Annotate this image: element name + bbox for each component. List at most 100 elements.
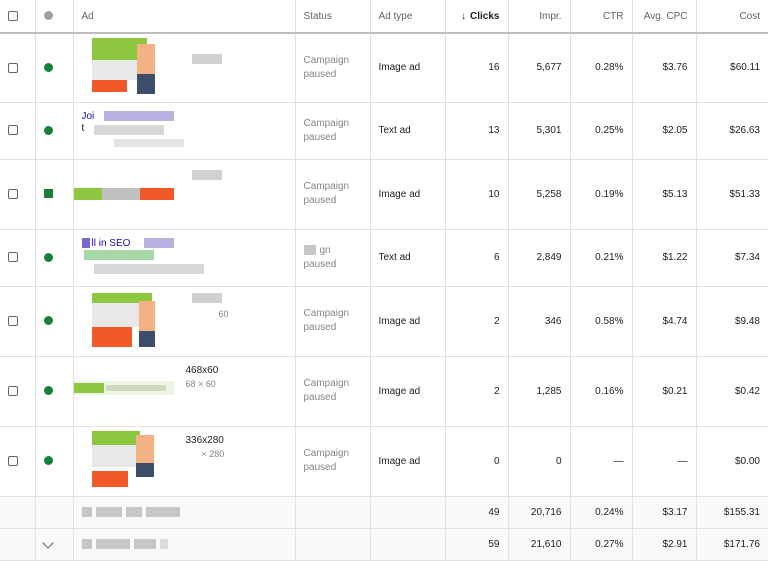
row-select-cell[interactable] [0, 102, 36, 160]
status-text: Campaign paused [295, 33, 371, 103]
ctr-value: 0.28% [570, 33, 633, 103]
ad-type: Image ad [370, 33, 446, 103]
row-select-cell[interactable] [0, 229, 36, 287]
chevron-down-icon[interactable] [41, 536, 54, 549]
total-avg-cpc: $2.91 [632, 528, 697, 561]
total-ctr: 0.24% [570, 496, 633, 529]
table-row: ll in SEO gn paused Text ad 6 2,849 0.21… [0, 229, 768, 287]
arrow-down-icon: ↓ [461, 10, 467, 22]
row-select-cell[interactable] [0, 159, 36, 230]
row-status-cell [35, 33, 74, 103]
row-status-cell [35, 356, 74, 427]
status-dot-icon [43, 252, 53, 262]
expand-cell[interactable] [35, 528, 74, 561]
total-empty-cell [370, 528, 446, 561]
ad-type: Text ad [370, 102, 446, 160]
checkbox-icon[interactable] [8, 10, 18, 21]
avg-cpc-value: $4.74 [632, 286, 697, 357]
row-select-cell[interactable] [0, 356, 36, 427]
clicks-value: 10 [445, 159, 509, 230]
total-row: 49 20,716 0.24% $3.17 $155.31 [0, 496, 768, 529]
avg-cpc-value: $5.13 [632, 159, 697, 230]
checkbox-icon[interactable] [8, 385, 18, 396]
ad-preview-cell[interactable]: Joi t [73, 102, 296, 160]
impr-value: 5,301 [508, 102, 571, 160]
status-text: Campaign paused [295, 159, 371, 230]
total-empty-cell [295, 496, 371, 529]
text-ad-headline[interactable]: ll in SEO [91, 237, 131, 249]
ad-preview-cell[interactable]: ll in SEO [73, 229, 296, 287]
avg-cpc-value: $1.22 [632, 229, 697, 287]
clicks-header-label: Clicks [470, 10, 500, 22]
avg-cpc-value: $2.05 [632, 102, 697, 160]
row-select-cell[interactable] [0, 33, 36, 103]
ad-preview-cell[interactable] [73, 159, 296, 230]
column-header-avg-cpc[interactable]: Avg. CPC [632, 0, 697, 34]
avg-cpc-value: — [632, 426, 697, 497]
ad-preview-cell[interactable]: 60 [73, 286, 296, 357]
row-select-cell[interactable] [0, 286, 36, 357]
avg-cpc-value: $3.76 [632, 33, 697, 103]
column-header-impr[interactable]: Impr. [508, 0, 571, 34]
impr-value: 346 [508, 286, 571, 357]
row-status-cell [35, 159, 74, 230]
ad-preview-cell[interactable]: 336x280 × 280 [73, 426, 296, 497]
status-text: Campaign paused [295, 102, 371, 160]
table-row: 60 Campaign paused Image ad 2 346 0.58% … [0, 286, 768, 357]
ad-type: Text ad [370, 229, 446, 287]
column-header-ctr[interactable]: CTR [570, 0, 633, 34]
table-row: Campaign paused Image ad 16 5,677 0.28% … [0, 33, 768, 103]
status-dot-icon [43, 11, 53, 21]
total-cost: $155.31 [696, 496, 768, 529]
row-status-cell [35, 229, 74, 287]
status-dot-icon [43, 386, 53, 396]
column-header-ad[interactable]: Ad [73, 0, 296, 34]
ad-type: Image ad [370, 159, 446, 230]
total-clicks: 49 [445, 496, 509, 529]
ctr-value: 0.16% [570, 356, 633, 427]
status-dot-icon [43, 189, 53, 199]
checkbox-icon[interactable] [8, 455, 18, 466]
ad-type: Image ad [370, 286, 446, 357]
total-empty-cell [295, 528, 371, 561]
select-all-cell[interactable] [0, 0, 36, 34]
total-ctr: 0.27% [570, 528, 633, 561]
clicks-value: 2 [445, 356, 509, 427]
checkbox-icon[interactable] [8, 188, 18, 199]
total-empty-cell [0, 496, 36, 529]
ad-size-text: 68 × 60 [185, 378, 216, 389]
status-dot-icon [43, 125, 53, 135]
total-impr: 21,610 [508, 528, 571, 561]
ad-preview-cell[interactable]: 468x60 68 × 60 [73, 356, 296, 427]
cost-value: $0.42 [696, 356, 768, 427]
status-dot-icon [43, 456, 53, 466]
column-header-clicks[interactable]: ↓ Clicks [445, 0, 509, 34]
checkbox-icon[interactable] [8, 62, 18, 73]
ctr-value: — [570, 426, 633, 497]
clicks-value: 6 [445, 229, 509, 287]
checkbox-icon[interactable] [8, 252, 18, 263]
column-header-ad-type[interactable]: Ad type [370, 0, 446, 34]
impr-value: 2,849 [508, 229, 571, 287]
ad-preview-cell[interactable] [73, 33, 296, 103]
status-text: gn paused [295, 229, 371, 287]
clicks-value: 0 [445, 426, 509, 497]
checkbox-icon[interactable] [8, 125, 18, 136]
ad-size-label: 336x280 [185, 434, 224, 446]
text-ad-line: t [81, 122, 85, 134]
column-header-cost[interactable]: Cost [696, 0, 768, 34]
cost-value: $51.33 [696, 159, 768, 230]
row-select-cell[interactable] [0, 426, 36, 497]
text-ad-headline[interactable]: Joi [81, 110, 95, 122]
impr-value: 5,677 [508, 33, 571, 103]
cost-value: $60.11 [696, 33, 768, 103]
total-clicks: 59 [445, 528, 509, 561]
checkbox-icon[interactable] [8, 315, 18, 326]
row-status-cell [35, 426, 74, 497]
column-header-status[interactable]: Status [295, 0, 371, 34]
cost-value: $9.48 [696, 286, 768, 357]
status-header-cell [35, 0, 74, 34]
table-row: Joi t Campaign paused Text ad 13 5,301 0… [0, 102, 768, 160]
total-empty-cell [35, 496, 74, 529]
